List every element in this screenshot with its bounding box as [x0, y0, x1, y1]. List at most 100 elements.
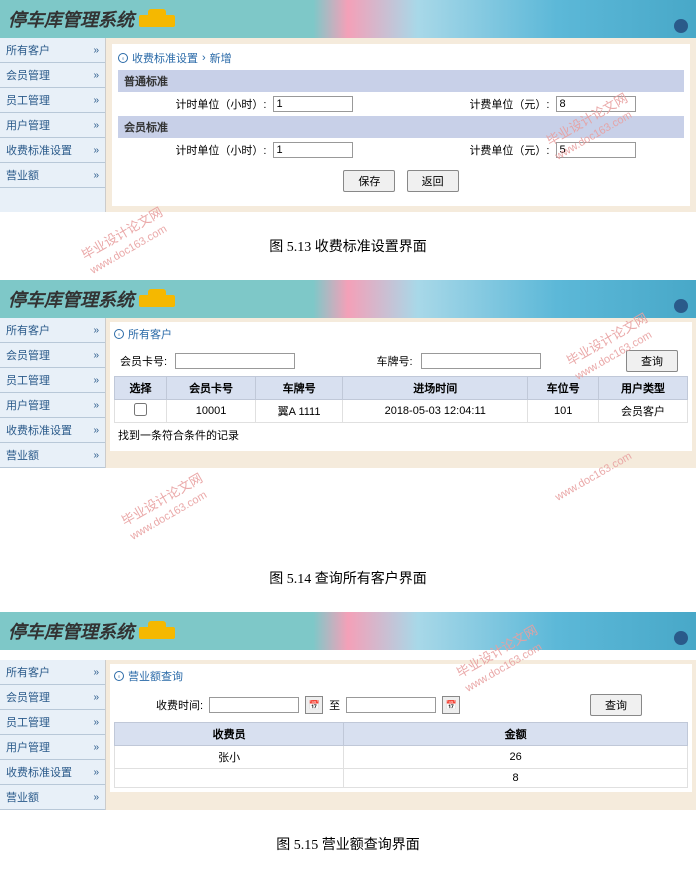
member-time-label: 计时单位（小时）:: [167, 142, 267, 158]
col-type: 用户类型: [598, 377, 687, 400]
breadcrumb-icon: ◦: [114, 671, 124, 681]
cell-plate: 翼A 1111: [256, 400, 343, 423]
sidebar-item-all-customers[interactable]: 所有客户»: [0, 38, 105, 63]
back-button[interactable]: 返回: [407, 170, 459, 192]
chevron-right-icon: »: [93, 120, 99, 131]
sidebar-item-fee[interactable]: 收费标准设置»: [0, 760, 105, 785]
cell-amount: 26: [344, 746, 688, 769]
sidebar-item-user[interactable]: 用户管理»: [0, 113, 105, 138]
app-title: 停车库管理系统: [0, 6, 134, 32]
sidebar-item-all-customers[interactable]: 所有客户»: [0, 318, 105, 343]
sidebar-item-staff[interactable]: 员工管理»: [0, 710, 105, 735]
figure-caption-3: 图 5.15 营业额查询界面: [0, 810, 696, 878]
calendar-from-icon[interactable]: 📅: [305, 696, 323, 714]
col-time: 进场时间: [343, 377, 528, 400]
sidebar-item-fee[interactable]: 收费标准设置»: [0, 418, 105, 443]
col-select: 选择: [115, 377, 167, 400]
sidebar-item-staff[interactable]: 员工管理»: [0, 88, 105, 113]
sidebar-item-user[interactable]: 用户管理»: [0, 735, 105, 760]
main-content: ◦ 收费标准设置 › 新增 普通标准 计时单位（小时）: 计费单位（元）: 会员…: [106, 38, 696, 212]
plate-label: 车牌号:: [377, 353, 413, 369]
chevron-right-icon: »: [93, 717, 99, 728]
member-fee-input[interactable]: [556, 142, 636, 158]
row-checkbox[interactable]: [134, 403, 147, 416]
normal-fee-input[interactable]: [556, 96, 636, 112]
table-row: 张小 26: [115, 746, 688, 769]
table-header-row: 收费员 金额: [115, 723, 688, 746]
taxi-icon: [139, 9, 175, 29]
plate-input[interactable]: [421, 353, 541, 369]
app-title: 停车库管理系统: [0, 618, 134, 644]
breadcrumb-icon: ◦: [114, 329, 124, 339]
sidebar-item-member[interactable]: 会员管理»: [0, 685, 105, 710]
member-form-row: 计时单位（小时）: 计费单位（元）:: [118, 138, 684, 162]
breadcrumb-root[interactable]: 收费标准设置: [132, 50, 198, 66]
chevron-right-icon: »: [93, 767, 99, 778]
time-to-input[interactable]: [346, 697, 436, 713]
sidebar-item-user[interactable]: 用户管理»: [0, 393, 105, 418]
sidebar-item-fee[interactable]: 收费标准设置»: [0, 138, 105, 163]
breadcrumb: ◦ 所有客户: [114, 326, 688, 346]
cell-time: 2018-05-03 12:04:11: [343, 400, 528, 423]
sidebar-item-revenue[interactable]: 营业额»: [0, 785, 105, 810]
sidebar: 所有客户» 会员管理» 员工管理» 用户管理» 收费标准设置» 营业额»: [0, 38, 106, 212]
main-content: ◦ 所有客户 会员卡号: 车牌号: 查询 选择 会员卡号 车牌号 进场时间 车位…: [106, 318, 696, 468]
chevron-right-icon: »: [93, 145, 99, 156]
customer-table: 选择 会员卡号 车牌号 进场时间 车位号 用户类型 10001 翼A 1111 …: [114, 376, 688, 423]
table-row: 8: [115, 769, 688, 788]
taxi-icon: [139, 621, 175, 641]
time-from-input[interactable]: [209, 697, 299, 713]
revenue-search-row: 收费时间: 📅 至 📅 查询: [114, 688, 688, 722]
header-user-icon[interactable]: [674, 299, 688, 316]
breadcrumb-root: 所有客户: [128, 326, 172, 342]
normal-time-input[interactable]: [273, 96, 353, 112]
member-time-input[interactable]: [273, 142, 353, 158]
col-plate: 车牌号: [256, 377, 343, 400]
chevron-right-icon: »: [93, 325, 99, 336]
sidebar-item-all-customers[interactable]: 所有客户»: [0, 660, 105, 685]
card-label: 会员卡号:: [120, 353, 167, 369]
col-cashier: 收费员: [115, 723, 344, 746]
figure-caption-1: 图 5.13 收费标准设置界面: [0, 212, 696, 280]
member-standard-bar: 会员标准: [118, 116, 684, 138]
chevron-right-icon: »: [93, 450, 99, 461]
sidebar-item-revenue[interactable]: 营业额»: [0, 163, 105, 188]
save-button[interactable]: 保存: [343, 170, 395, 192]
revenue-table: 收费员 金额 张小 26 8: [114, 722, 688, 788]
chevron-right-icon: »: [93, 742, 99, 753]
card-input[interactable]: [175, 353, 295, 369]
sidebar-item-staff[interactable]: 员工管理»: [0, 368, 105, 393]
breadcrumb-icon: ◦: [118, 53, 128, 63]
cell-cashier: [115, 769, 344, 788]
member-fee-label: 计费单位（元）:: [450, 142, 550, 158]
chevron-right-icon: »: [93, 70, 99, 81]
col-amount: 金额: [344, 723, 688, 746]
normal-standard-bar: 普通标准: [118, 70, 684, 92]
sidebar-item-member[interactable]: 会员管理»: [0, 63, 105, 88]
breadcrumb: ◦ 收费标准设置 › 新增: [118, 50, 684, 70]
figure-caption-2: 图 5.14 查询所有客户界面: [0, 468, 696, 612]
search-row: 会员卡号: 车牌号: 查询: [114, 346, 688, 376]
calendar-to-icon[interactable]: 📅: [442, 696, 460, 714]
result-count: 找到一条符合条件的记录: [114, 423, 688, 447]
main-content: ◦ 营业额查询 收费时间: 📅 至 📅 查询 收费员 金额: [106, 660, 696, 810]
header-user-icon[interactable]: [674, 631, 688, 648]
normal-form-row: 计时单位（小时）: 计费单位（元）:: [118, 92, 684, 116]
sidebar-item-revenue[interactable]: 营业额»: [0, 443, 105, 468]
app-title: 停车库管理系统: [0, 286, 134, 312]
chevron-right-icon: »: [93, 692, 99, 703]
sidebar-item-member[interactable]: 会员管理»: [0, 343, 105, 368]
header-user-icon[interactable]: [674, 19, 688, 36]
breadcrumb: ◦ 营业额查询: [114, 668, 688, 688]
cell-card: 10001: [167, 400, 256, 423]
normal-time-label: 计时单位（小时）:: [167, 96, 267, 112]
col-card: 会员卡号: [167, 377, 256, 400]
chevron-right-icon: »: [93, 350, 99, 361]
app-header: 停车库管理系统: [0, 0, 696, 38]
cell-amount: 8: [344, 769, 688, 788]
app-header: 停车库管理系统: [0, 280, 696, 318]
table-row[interactable]: 10001 翼A 1111 2018-05-03 12:04:11 101 会员…: [115, 400, 688, 423]
time-label: 收费时间:: [156, 697, 203, 713]
query-button[interactable]: 查询: [590, 694, 642, 716]
query-button[interactable]: 查询: [626, 350, 678, 372]
